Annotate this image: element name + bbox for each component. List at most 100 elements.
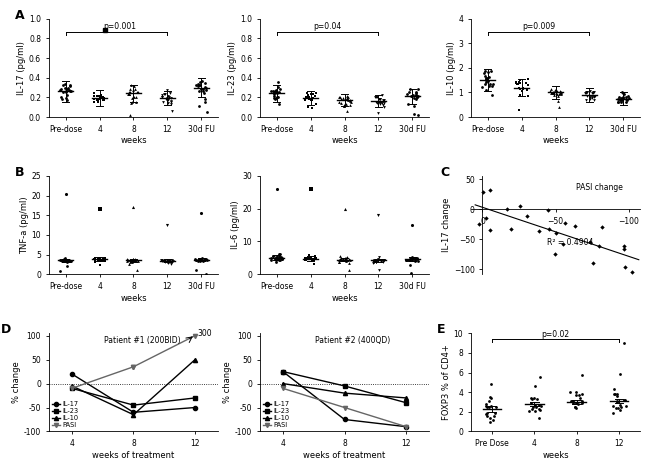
Point	[90, 256, 100, 263]
Point	[405, 256, 415, 263]
Point	[523, 92, 533, 99]
Point	[64, 86, 75, 94]
Point	[556, 89, 567, 96]
Line: IL-23: IL-23	[70, 386, 197, 407]
Point	[614, 371, 625, 378]
Point	[482, 409, 492, 417]
Point	[342, 107, 352, 114]
Line: IL-10: IL-10	[281, 381, 408, 400]
Point	[125, 257, 136, 264]
Point	[195, 257, 205, 265]
Point	[196, 85, 207, 93]
IL-17	[129, 409, 137, 415]
Text: D: D	[1, 324, 12, 336]
Point	[334, 98, 345, 105]
Point	[94, 262, 105, 269]
Point	[123, 90, 133, 98]
Y-axis label: FOXP3 % of CD4+: FOXP3 % of CD4+	[442, 344, 450, 420]
Point	[526, 405, 537, 413]
Point	[100, 255, 110, 262]
Point	[191, 256, 202, 264]
Point	[60, 84, 70, 91]
Point	[300, 256, 310, 263]
X-axis label: weeks: weeks	[120, 294, 147, 303]
Point	[268, 252, 278, 260]
Point	[566, 397, 576, 405]
Point	[99, 257, 110, 265]
Point	[167, 258, 177, 266]
Point	[310, 255, 320, 262]
Point	[62, 258, 73, 266]
Point	[90, 254, 100, 262]
Point	[129, 82, 139, 90]
Point	[89, 255, 99, 263]
Text: 300: 300	[0, 329, 1, 338]
Point	[620, 98, 630, 106]
Point	[270, 89, 281, 96]
Y-axis label: % change: % change	[12, 362, 21, 403]
Point	[166, 258, 176, 265]
Point	[486, 91, 497, 98]
Point	[612, 397, 622, 405]
Point	[60, 256, 71, 263]
Point	[129, 86, 140, 93]
Point	[163, 99, 174, 106]
Point	[306, 96, 317, 103]
Point	[374, 253, 384, 261]
Point	[480, 410, 491, 417]
Point	[482, 75, 493, 82]
Point	[369, 256, 379, 264]
Point	[369, 258, 380, 266]
Point	[512, 80, 523, 88]
Y-axis label: IL-17 change: IL-17 change	[442, 198, 451, 252]
Point	[410, 256, 421, 264]
Point	[522, 86, 532, 94]
Point	[580, 96, 591, 104]
Point	[162, 257, 173, 265]
Point	[303, 103, 313, 111]
Point	[573, 401, 584, 408]
Point	[310, 92, 320, 100]
Point	[93, 256, 103, 263]
Point	[577, 397, 588, 405]
Point	[342, 95, 352, 102]
Point	[527, 396, 538, 403]
Point	[166, 97, 177, 104]
Point	[164, 257, 174, 265]
Point	[479, 69, 489, 76]
Point	[568, 397, 578, 404]
Point	[194, 102, 204, 110]
Point	[480, 76, 491, 83]
Y-axis label: IL-6 (pg/ml): IL-6 (pg/ml)	[231, 201, 240, 250]
Point	[55, 257, 65, 264]
Point	[582, 89, 592, 96]
Point	[92, 98, 103, 106]
Point	[342, 254, 352, 261]
Y-axis label: IL-23 (pg/ml): IL-23 (pg/ml)	[228, 41, 237, 95]
Point	[127, 256, 138, 263]
Point	[608, 390, 619, 397]
Point	[577, 390, 587, 398]
Point	[64, 87, 75, 94]
Point	[308, 257, 318, 264]
Point	[197, 255, 207, 262]
Point	[127, 98, 137, 106]
Point	[610, 390, 620, 398]
Point	[618, 94, 629, 101]
Point	[408, 255, 419, 262]
Point	[132, 266, 142, 273]
Point	[277, 255, 287, 262]
Point	[157, 257, 168, 265]
Point	[482, 403, 493, 411]
Point	[618, 339, 629, 347]
Point	[597, 223, 607, 230]
Point	[586, 94, 597, 102]
Point	[545, 90, 556, 97]
Point	[585, 95, 595, 103]
Point	[162, 221, 172, 229]
Point	[166, 260, 176, 268]
Point	[335, 94, 345, 101]
Point	[336, 95, 346, 103]
Point	[200, 83, 210, 91]
Point	[613, 96, 623, 103]
